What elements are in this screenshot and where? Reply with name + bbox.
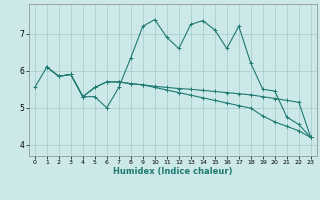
X-axis label: Humidex (Indice chaleur): Humidex (Indice chaleur) bbox=[113, 167, 233, 176]
